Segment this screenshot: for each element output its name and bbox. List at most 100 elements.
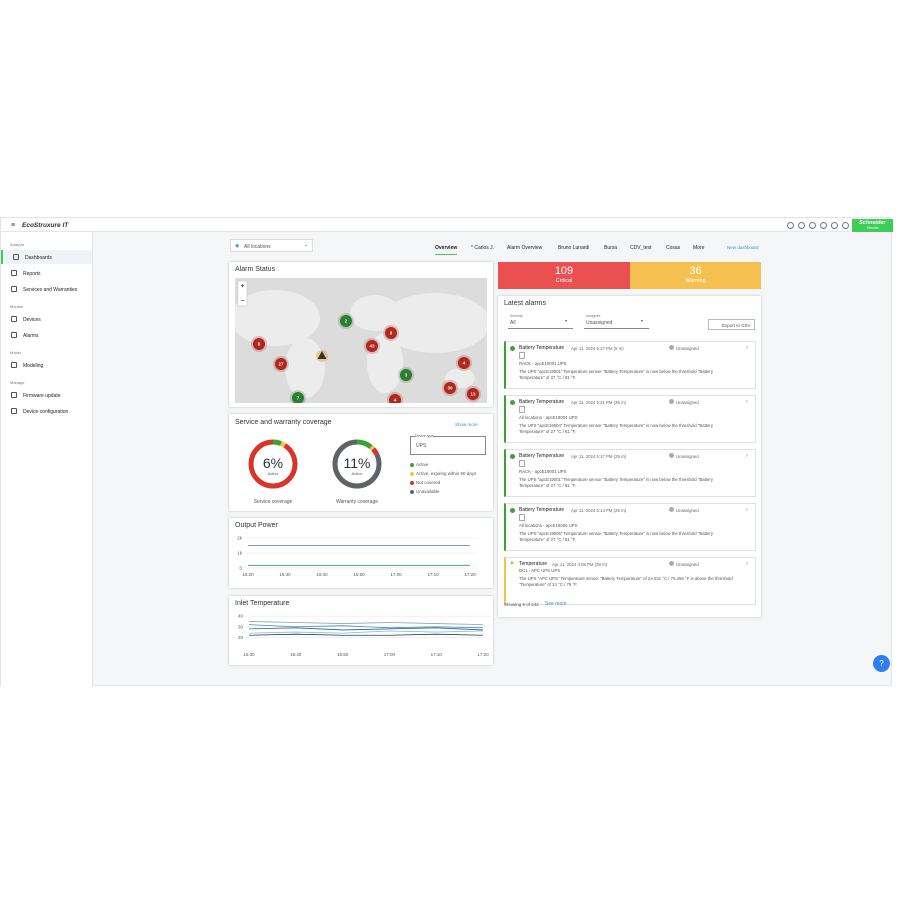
alarm-time: Apr 11, 2024 5:14 PM (25 m): [571, 507, 627, 513]
donut-value: 11%: [343, 455, 371, 471]
new-dashboard[interactable]: New dashboard: [727, 245, 759, 250]
assignee-icon: [669, 507, 674, 512]
alarm-assignee: Unassigned: [676, 453, 699, 459]
menu-icon[interactable]: ≡: [11, 222, 16, 229]
sidebar-section: Manage: [10, 380, 25, 385]
tab[interactable]: More: [693, 245, 705, 251]
alarm-card[interactable]: Battery Temperature Apr 11, 2024 5:17 PM …: [504, 449, 756, 497]
coverage-panel: Service and warranty coverage Show more 6%…: [229, 414, 493, 511]
alarm-message: The UPS "APC UPS" Temperature sensor "Ba…: [519, 576, 733, 587]
sidebar-item[interactable]: Modeling: [1, 358, 92, 372]
cluster-count: 27: [278, 362, 284, 367]
showing: Showing 5 of 242: [504, 602, 539, 607]
sidebar-label: Dashboards: [25, 254, 52, 261]
cluster: [400, 369, 412, 381]
device-type-select[interactable]: Device type UPS: [410, 434, 486, 455]
warning-icon: ▲: [509, 560, 515, 566]
donut-sub: Active: [267, 471, 279, 476]
tab[interactable]: * Carlos J.: [471, 245, 495, 251]
warning-icon: [317, 351, 327, 359]
donut-segment: [248, 439, 298, 489]
series-line: [248, 624, 484, 629]
filter-select[interactable]: Assignee Unassigned ▾: [584, 313, 649, 329]
sidebar-icon: [11, 286, 17, 292]
toolbar-icon[interactable]: [820, 222, 827, 229]
legend-label: Unavailable: [416, 489, 440, 494]
alarm-card[interactable]: ▲ Temperature Apr 11, 2024 4:08 PM (28 m) U…: [504, 557, 756, 605]
donut-caption: Warranty coverage: [335, 499, 379, 505]
export-button[interactable]: Export to CSV: [708, 319, 755, 330]
sidebar-item[interactable]: Dashboards: [1, 250, 92, 264]
zoom-button: −: [240, 298, 244, 305]
tab[interactable]: Bursa: [604, 245, 618, 251]
map: + − 8 27 2 8 43 3 4 30 13 7 4: [235, 278, 487, 403]
legend-label: Active: [416, 462, 429, 467]
alarm-card[interactable]: Battery Temperature Apr 11, 2024 5:21 PM …: [504, 395, 756, 443]
cluster: [385, 327, 397, 339]
warning-count: 36: [689, 265, 702, 277]
alarm-card[interactable]: Battery Temperature Apr 11, 2024 5:14 PM …: [504, 503, 756, 551]
tabs: Overview * Carlos J. Alarm Overview Bruno L…: [431, 244, 766, 257]
critical-box[interactable]: 109 Critical: [498, 262, 630, 289]
toolbar-icon[interactable]: [809, 222, 816, 229]
sidebar-item[interactable]: Devices: [1, 312, 92, 326]
sidebar-label: Firmware update: [23, 392, 61, 399]
chevron: ›: [746, 453, 748, 459]
sidebar-label: Reports: [23, 270, 41, 277]
warning-box[interactable]: 36 Warning: [630, 262, 761, 289]
filter-select[interactable]: Severity All ▾: [508, 313, 573, 329]
alarm-device: RACK - apcE19001 UPS: [519, 469, 567, 474]
alarm-assignee: Unassigned: [676, 507, 699, 513]
toolbar-icon[interactable]: [787, 222, 794, 229]
sidebar-item[interactable]: Alarms: [1, 328, 92, 342]
cluster-count: 13: [470, 392, 476, 397]
toolbar-icon[interactable]: [842, 222, 849, 229]
alarm-card[interactable]: Battery Temperature Apr 11, 2024 5:27 PM …: [504, 341, 756, 389]
sidebar-label: Modeling: [23, 362, 44, 369]
tab[interactable]: Bruno Lunardi: [558, 245, 590, 251]
show-more[interactable]: Show more: [455, 422, 478, 427]
sidebar-section: Analyze: [10, 242, 25, 247]
alarm-message: The UPS "apcE19004" Temperature sensor "…: [519, 423, 714, 434]
y-tick-label: 0: [239, 566, 242, 571]
alarm-assignee: Unassigned: [676, 345, 699, 351]
top-bar: [1, 218, 893, 232]
alarm-title: Battery Temperature: [519, 453, 565, 459]
sidebar-item[interactable]: Services and Warranties: [1, 282, 92, 296]
tab[interactable]: Alarm Overview: [507, 245, 543, 251]
legend-swatch: [410, 481, 414, 485]
help-button[interactable]: ?: [873, 655, 890, 672]
sidebar-item[interactable]: Reports: [1, 266, 92, 280]
location-filter[interactable]: ◉ All locations ⌄: [230, 239, 313, 252]
x-tick-label: 17:10: [427, 572, 439, 577]
tab[interactable]: Overview: [435, 245, 458, 255]
tab[interactable]: Cosas: [666, 245, 681, 251]
x-tick-label: 16:40: [290, 652, 302, 657]
assignee-icon: [669, 453, 674, 458]
sidebar-item[interactable]: Device configuration: [1, 404, 92, 418]
cluster-count: 4: [394, 398, 397, 403]
toolbar-icon[interactable]: [831, 222, 838, 229]
alarm-assignee: Unassigned: [676, 561, 699, 567]
alarm-device: All locations - apcE19005 UPS: [519, 523, 578, 528]
sidebar-section: Monitor: [10, 304, 24, 309]
chevron: ›: [746, 561, 748, 567]
alarm-assignee: Unassigned: [676, 399, 699, 405]
see-more[interactable]: See more: [545, 601, 567, 607]
sidebar-item[interactable]: Firmware update: [1, 388, 92, 402]
x-tick-label: 16:30: [279, 572, 291, 577]
cluster-count: 2: [345, 319, 348, 324]
chart: 20 30 40 16:30 16:40 16:50 17:00 17:10 17:20: [238, 614, 491, 657]
series-line: [248, 633, 484, 636]
cleared-icon: [510, 508, 515, 513]
brand: Schneider: [859, 220, 886, 226]
assignee-icon: [669, 561, 674, 566]
alarm-message: The UPS "apcE19001" Temperature sensor "…: [519, 369, 714, 380]
brand-box: Schneider Electric: [852, 219, 893, 232]
filter-value: Unassigned: [586, 320, 613, 326]
toolbar-icon[interactable]: [798, 222, 805, 229]
x-tick-label: 17:00: [390, 572, 402, 577]
filter-label: Severity: [510, 314, 523, 318]
cluster: [275, 358, 287, 370]
tab[interactable]: CDV_test: [630, 245, 652, 251]
